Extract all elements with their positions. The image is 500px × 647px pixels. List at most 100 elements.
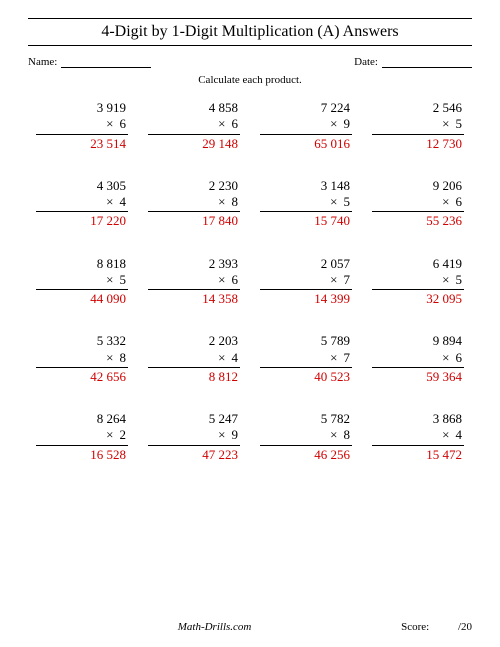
multiplier: 9 [344,116,351,131]
score: Score: /20 [401,621,472,633]
multiplier-row: ×8 [260,427,352,445]
multiplicand: 3 148 [260,178,352,194]
footer: Math-Drills.com Score: /20 [28,621,472,633]
problem: 2 230×817 840 [148,178,240,230]
answer: 55 236 [372,212,464,229]
answer: 15 740 [260,212,352,229]
multiplier-row: ×6 [372,350,464,368]
multiplier: 7 [344,350,351,365]
answer: 17 220 [36,212,128,229]
score-suffix: /20 [458,621,472,633]
answer: 17 840 [148,212,240,229]
times-symbol: × [442,116,449,131]
problem: 5 247×947 223 [148,411,240,463]
times-symbol: × [330,427,337,442]
answer: 59 364 [372,368,464,385]
title-bar: 4-Digit by 1-Digit Multiplication (A) An… [28,18,472,46]
multiplicand: 9 894 [372,333,464,349]
times-symbol: × [218,194,225,209]
multiplicand: 2 393 [148,256,240,272]
instruction: Calculate each product. [28,74,472,86]
answer: 14 399 [260,290,352,307]
multiplier: 6 [456,350,463,365]
problem: 5 332×842 656 [36,333,128,385]
multiplier: 5 [456,116,463,131]
answer: 15 472 [372,446,464,463]
multiplicand: 4 305 [36,178,128,194]
answer: 16 528 [36,446,128,463]
problem: 9 206×655 236 [372,178,464,230]
multiplier: 4 [232,350,239,365]
times-symbol: × [218,427,225,442]
multiplier-row: ×4 [148,350,240,368]
multiplicand: 6 419 [372,256,464,272]
multiplier-row: ×5 [372,272,464,290]
problem: 8 818×544 090 [36,256,128,308]
multiplier: 9 [232,427,239,442]
multiplicand: 5 332 [36,333,128,349]
answer: 42 656 [36,368,128,385]
multiplier: 4 [120,194,127,209]
multiplier-row: ×6 [148,116,240,134]
multiplicand: 8 264 [36,411,128,427]
multiplicand: 4 858 [148,100,240,116]
multiplier-row: ×2 [36,427,128,445]
times-symbol: × [442,272,449,287]
problem: 5 789×740 523 [260,333,352,385]
multiplier: 8 [232,194,239,209]
problem: 6 419×532 095 [372,256,464,308]
multiplier-row: ×7 [260,350,352,368]
answer: 14 358 [148,290,240,307]
multiplier-row: ×4 [36,194,128,212]
times-symbol: × [442,427,449,442]
problem: 2 546× 5 12 730 [372,100,464,152]
answer: 47 223 [148,446,240,463]
times-symbol: × [218,272,225,287]
multiplier-row: ×5 [36,272,128,290]
name-field: Name: [28,56,151,68]
problem: 7 224×965 016 [260,100,352,152]
multiplier: 6 [232,116,239,131]
multiplicand: 5 789 [260,333,352,349]
times-symbol: × [218,116,225,131]
multiplier: 6 [232,272,239,287]
multiplier: 7 [344,272,351,287]
multiplicand: 2 546 [372,100,464,116]
name-blank[interactable] [61,57,151,68]
multiplier-row: ×9 [148,427,240,445]
problem: 3 868×415 472 [372,411,464,463]
times-symbol: × [106,350,113,365]
multiplicand: 7 224 [260,100,352,116]
meta-row: Name: Date: [28,56,472,68]
problem: 2 393× 6 14 358 [148,256,240,308]
multiplicand: 2 203 [148,333,240,349]
multiplicand: 5 247 [148,411,240,427]
multiplier: 6 [120,116,127,131]
multiplier: 5 [344,194,351,209]
date-field: Date: [354,56,472,68]
score-label: Score: [401,621,429,633]
multiplicand: 8 818 [36,256,128,272]
problem: 2 203×48 812 [148,333,240,385]
times-symbol: × [106,427,113,442]
problem: 2 057×714 399 [260,256,352,308]
times-symbol: × [106,116,113,131]
times-symbol: × [106,272,113,287]
multiplier-row: ×9 [260,116,352,134]
multiplicand: 3 919 [36,100,128,116]
problem: 5 782×846 256 [260,411,352,463]
date-blank[interactable] [382,57,472,68]
answer: 44 090 [36,290,128,307]
times-symbol: × [106,194,113,209]
multiplier-row: ×4 [372,427,464,445]
multiplicand: 3 868 [372,411,464,427]
page-title: 4-Digit by 1-Digit Multiplication (A) An… [28,23,472,41]
answer: 12 730 [372,135,464,152]
times-symbol: × [218,350,225,365]
multiplier-row: ×5 [260,194,352,212]
answer: 29 148 [148,135,240,152]
multiplicand: 5 782 [260,411,352,427]
multiplier-row: ×6 [372,194,464,212]
multiplier-row: ×8 [36,350,128,368]
problem: 8 264×216 528 [36,411,128,463]
